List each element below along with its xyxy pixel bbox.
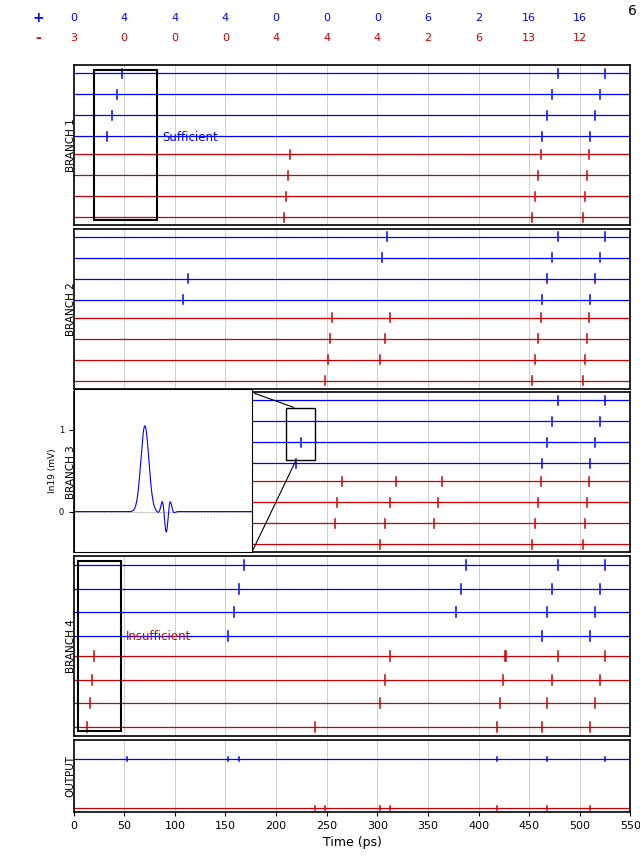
Text: 2: 2 <box>424 33 431 43</box>
Text: 6: 6 <box>424 13 431 23</box>
Text: 4: 4 <box>374 33 381 43</box>
Bar <box>286 408 314 459</box>
Y-axis label: BRANCH 4: BRANCH 4 <box>66 619 76 673</box>
Text: 4: 4 <box>121 13 128 23</box>
Y-axis label: BRANCH 1: BRANCH 1 <box>66 118 76 172</box>
Text: 2: 2 <box>475 13 482 23</box>
Text: +: + <box>33 11 44 25</box>
Text: 16: 16 <box>573 13 587 23</box>
Y-axis label: BRANCH 2: BRANCH 2 <box>66 282 76 336</box>
Text: 4: 4 <box>172 13 179 23</box>
Text: 3: 3 <box>70 33 77 43</box>
Text: 4: 4 <box>222 13 229 23</box>
Bar <box>77 562 121 731</box>
Text: 0: 0 <box>222 33 229 43</box>
Text: 6: 6 <box>475 33 482 43</box>
Text: 0: 0 <box>273 13 280 23</box>
Text: 4: 4 <box>323 33 330 43</box>
Bar <box>94 70 157 220</box>
Y-axis label: OUTPUT: OUTPUT <box>66 754 76 797</box>
Text: 0: 0 <box>172 33 179 43</box>
Text: 0: 0 <box>374 13 381 23</box>
Text: 0: 0 <box>323 13 330 23</box>
Text: 6: 6 <box>628 4 637 18</box>
Text: -: - <box>36 30 41 45</box>
Text: 0: 0 <box>70 13 77 23</box>
Text: 0: 0 <box>121 33 128 43</box>
Text: 4: 4 <box>273 33 280 43</box>
Text: 12: 12 <box>573 33 587 43</box>
Text: 13: 13 <box>522 33 536 43</box>
Text: 16: 16 <box>522 13 536 23</box>
X-axis label: Time (ps): Time (ps) <box>323 836 381 849</box>
Y-axis label: BRANCH 3: BRANCH 3 <box>66 445 76 499</box>
Text: Insufficient: Insufficient <box>126 630 191 643</box>
Text: Sufficient: Sufficient <box>163 131 218 144</box>
